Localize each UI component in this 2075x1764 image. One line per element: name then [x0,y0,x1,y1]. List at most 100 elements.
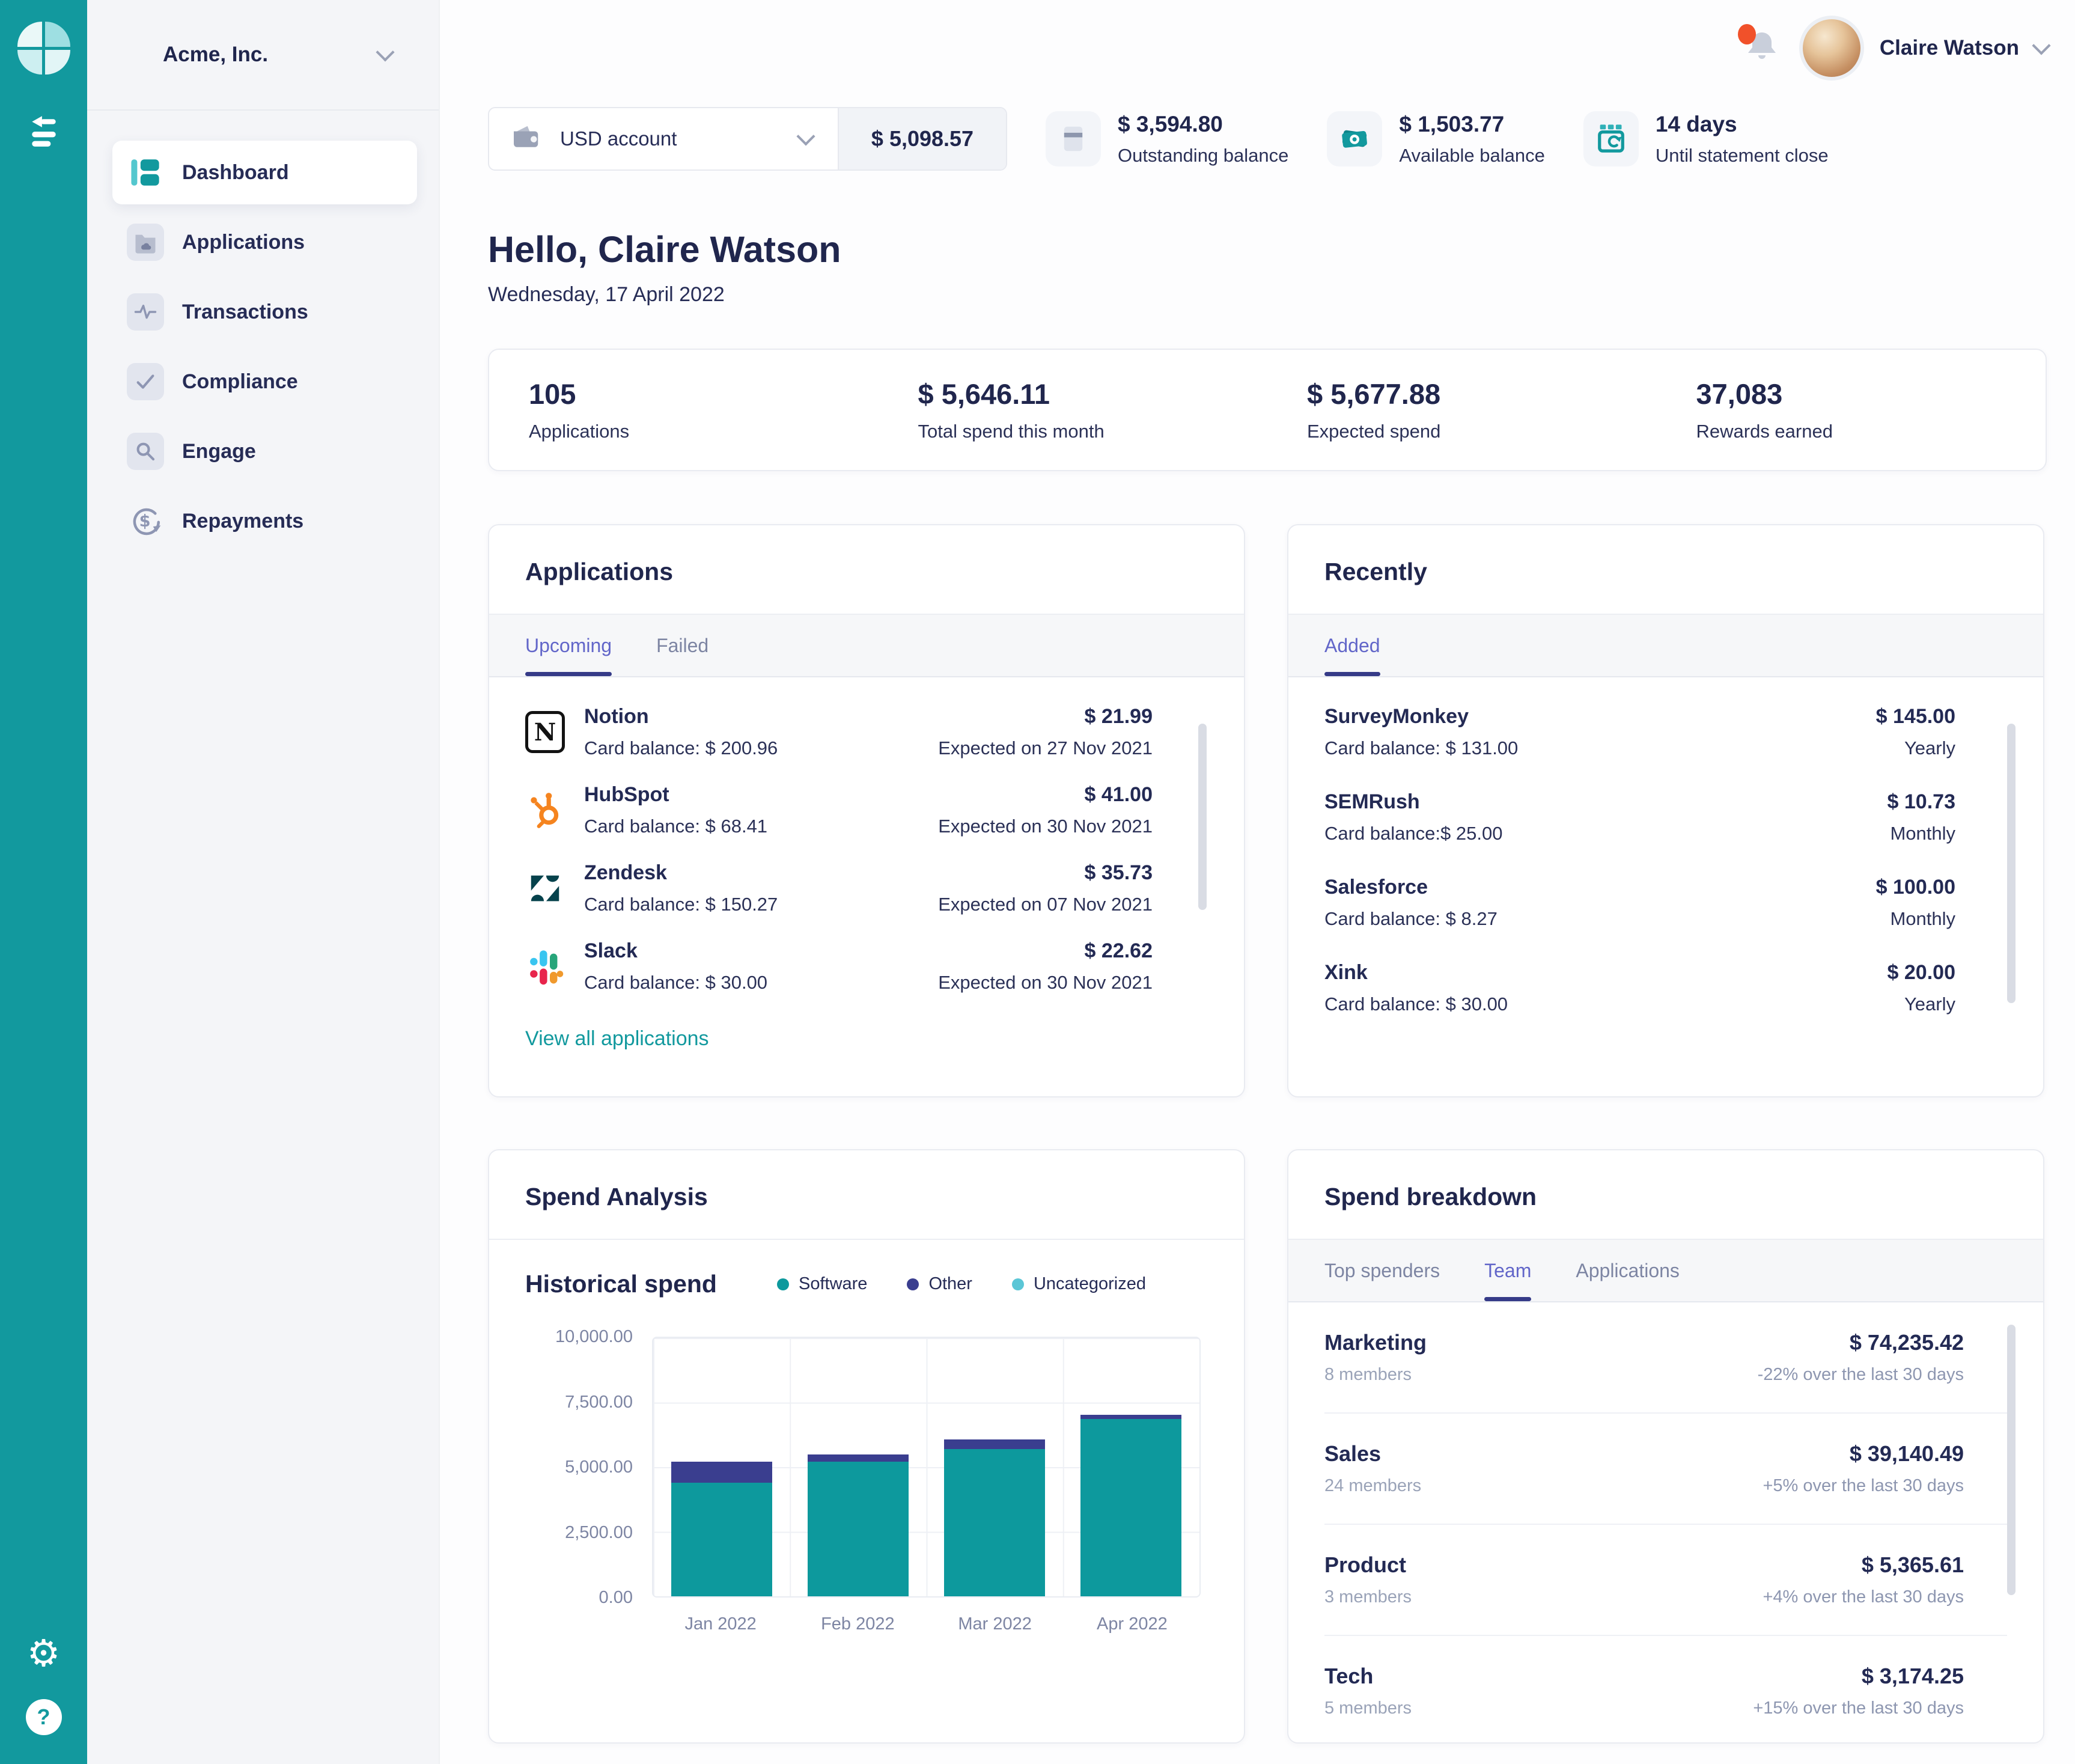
view-all-applications-link[interactable]: View all applications [525,1027,709,1051]
chevron-down-icon[interactable] [2032,36,2050,55]
company-selector[interactable]: Acme, Inc. [87,0,439,111]
stat-label: Available balance [1399,145,1544,166]
recently-tabs: Added [1288,614,2043,677]
bar-Mar 2022 [927,1338,1063,1596]
account-bar: USD account $ 5,098.57 $ 3,594.80 Outsta… [488,107,2048,171]
app-name: SEMRush [1324,790,1502,814]
app-name: Salesforce [1324,876,1498,899]
summary-value: 37,083 [1696,377,2046,410]
app-note: Expected on 30 Nov 2021 [938,816,1153,837]
chart-bars [652,1337,1201,1598]
spend-breakdown-card: Spend breakdown Top spenders Team Applic… [1287,1149,2044,1744]
stat-outstanding-balance: $ 3,594.80 Outstanding balance [1046,111,1288,166]
account-selector-label: USD account [560,127,677,150]
card-title: Spend breakdown [1288,1150,2043,1239]
tab-team[interactable]: Team [1484,1240,1531,1301]
recently-list: SurveyMonkey Card balance: $ 131.00 $ 14… [1288,677,2043,1015]
user-avatar[interactable] [1799,16,1864,81]
chart-y-labels: 10,000.007,500.005,000.002,500.000.00 [523,1337,652,1598]
team-amount: $ 5,365.61 [1763,1552,1964,1578]
magnifier-icon [127,433,164,470]
notion-icon: N [525,712,565,752]
tab-added[interactable]: Added [1324,615,1380,676]
settings-gear-icon[interactable]: ⚙ [27,1635,61,1673]
sidebar-item-compliance[interactable]: Compliance [112,350,417,414]
dashboard-icon [127,154,164,191]
stat-value: $ 3,594.80 [1118,112,1288,137]
chart-legend: SoftwareOtherUncategorized [777,1274,1146,1294]
app-amount: $ 41.00 [938,783,1153,807]
team-members: 8 members [1324,1365,1427,1385]
account-selector[interactable]: USD account $ 5,098.57 [488,107,1007,171]
tab-upcoming[interactable]: Upcoming [525,615,612,676]
scrollbar[interactable] [2007,724,2016,1003]
summary-label: Rewards earned [1696,421,2046,442]
list-item-hubspot[interactable]: HubSpot Card balance: $ 68.41 $ 41.00 Ex… [525,783,1208,837]
card-title: Recently [1288,525,2043,614]
scrollbar[interactable] [1198,724,1207,910]
team-change: +4% over the last 30 days [1763,1587,1964,1607]
account-balance: $ 5,098.57 [838,108,1006,169]
summary-total-spend: $ 5,646.11 Total spend this month [879,377,1268,442]
app-note: Expected on 30 Nov 2021 [938,972,1153,993]
table-row-sales[interactable]: Sales 24 members $ 39,140.49 +5% over th… [1324,1414,2007,1525]
app-balance: Card balance: $ 68.41 [584,816,767,837]
notification-dot [1738,24,1756,44]
team-name: Sales [1324,1441,1421,1466]
bar-Feb 2022 [790,1338,926,1596]
table-row-marketing[interactable]: Marketing 8 members $ 74,235.42 -22% ove… [1324,1302,2007,1414]
app-note: Yearly [1876,737,1955,759]
stat-statement-close: 14 days Until statement close [1583,111,1829,166]
sidebar-item-label: Transactions [182,301,308,324]
app-amount: $ 10.73 [1888,790,1955,814]
app-note: Expected on 07 Nov 2021 [938,894,1153,915]
applications-card: Applications Upcoming Failed N Notion Ca… [488,524,1245,1097]
stat-value: 14 days [1656,112,1829,137]
activity-pulse-icon [127,293,164,331]
tab-top-spenders[interactable]: Top spenders [1324,1240,1440,1301]
card-icon [1046,111,1101,166]
scrollbar[interactable] [2007,1325,2016,1595]
list-item-xink[interactable]: Xink Card balance: $ 30.00 $ 20.00 Yearl… [1324,961,2007,1015]
spend-analysis-card: Spend Analysis Historical spend Software… [488,1149,1245,1744]
table-row-product[interactable]: Product 3 members $ 5,365.61 +4% over th… [1324,1525,2007,1636]
summary-label: Total spend this month [918,421,1268,442]
sidebar-item-applications[interactable]: Applications [112,210,417,274]
app-balance: Card balance: $ 150.27 [584,894,778,915]
calendar-icon [1583,111,1639,166]
team-amount: $ 74,235.42 [1758,1330,1964,1355]
legend-other: Other [907,1274,972,1294]
list-item-zendesk[interactable]: Zendesk Card balance: $ 150.27 $ 35.73 E… [525,861,1208,915]
app-balance: Card balance: $ 30.00 [584,972,767,993]
team-amount: $ 3,174.25 [1753,1664,1964,1689]
tab-failed[interactable]: Failed [656,615,708,676]
summary-card: 105 Applications $ 5,646.11 Total spend … [488,349,2047,471]
collapse-sidebar-icon[interactable] [29,114,58,151]
sidebar-item-repayments[interactable]: $ Repayments [112,489,417,553]
hubspot-icon [525,790,565,830]
list-item-notion[interactable]: N Notion Card balance: $ 200.96 $ 21.99 … [525,705,1208,759]
summary-value: $ 5,677.88 [1307,377,1657,410]
breakdown-tabs: Top spenders Team Applications [1288,1239,2043,1302]
page-title: Hello, Claire Watson [488,228,2048,270]
tab-applications[interactable]: Applications [1576,1240,1680,1301]
card-title: Applications [489,525,1244,614]
app-balance: Card balance: $ 131.00 [1324,737,1518,759]
sidebar-item-label: Applications [182,231,305,254]
sidebar-item-engage[interactable]: Engage [112,420,417,483]
sidebar-item-transactions[interactable]: Transactions [112,280,417,344]
team-amount: $ 39,140.49 [1763,1441,1964,1466]
sidebar-item-dashboard[interactable]: Dashboard [112,141,417,204]
app-name: HubSpot [584,783,767,807]
table-row-tech[interactable]: Tech 5 members $ 3,174.25 +15% over the … [1324,1636,2007,1744]
notifications-bell-icon[interactable] [1743,28,1781,69]
list-item-slack[interactable]: Slack Card balance: $ 30.00 $ 22.62 Expe… [525,939,1208,993]
app-name: Xink [1324,961,1508,984]
card-title: Spend Analysis [489,1150,1244,1240]
team-change: -22% over the last 30 days [1758,1365,1964,1385]
list-item-salesforce[interactable]: Salesforce Card balance: $ 8.27 $ 100.00… [1324,876,2007,930]
help-icon[interactable]: ? [26,1699,62,1735]
list-item-semrush[interactable]: SEMRush Card balance:$ 25.00 $ 10.73 Mon… [1324,790,2007,844]
list-item-surveymonkey[interactable]: SurveyMonkey Card balance: $ 131.00 $ 14… [1324,705,2007,759]
app-note: Yearly [1888,993,1955,1015]
